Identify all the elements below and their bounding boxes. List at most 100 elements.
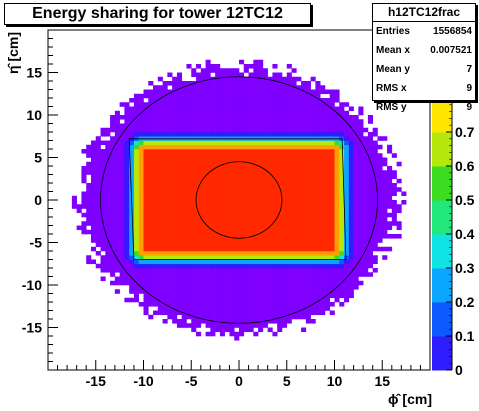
heatmap-cell: [363, 221, 369, 226]
heatmap-cell: [262, 183, 268, 188]
heatmap-cell: [90, 246, 97, 252]
heatmap-cell: [124, 166, 130, 171]
heatmap-cell: [224, 323, 230, 328]
heatmap-cell: [305, 183, 311, 188]
heatmap-cell: [119, 238, 125, 243]
palette-swatch: [432, 336, 452, 371]
heatmap-cell: [224, 68, 230, 73]
heatmap-cell: [100, 204, 106, 209]
heatmap-cell: [176, 212, 182, 218]
heatmap-cell: [143, 178, 149, 184]
heatmap-cell: [229, 255, 235, 260]
heatmap-cell: [95, 204, 101, 209]
heatmap-cell: [215, 310, 221, 316]
heatmap-cell: [167, 234, 173, 239]
heatmap-cell: [181, 217, 187, 222]
heatmap-cell: [310, 225, 316, 231]
heatmap-cell: [133, 161, 140, 167]
heatmap-cell: [258, 208, 264, 214]
heatmap-cell: [239, 327, 245, 333]
heatmap-cell: [176, 225, 182, 231]
heatmap-cell: [119, 149, 125, 154]
heatmap-cell: [281, 153, 288, 158]
heatmap-cell: [186, 263, 192, 269]
heatmap-cell: [329, 310, 335, 316]
heatmap-cell: [100, 259, 106, 265]
heatmap-cell: [239, 272, 245, 277]
heatmap-cell: [281, 242, 288, 248]
heatmap-cell: [200, 140, 206, 146]
heatmap-cell: [196, 238, 202, 243]
heatmap-cell: [329, 89, 335, 95]
heatmap-cell: [281, 221, 288, 226]
heatmap-cell: [162, 225, 168, 231]
heatmap-cell: [196, 331, 202, 337]
heatmap-cell: [81, 170, 87, 175]
heatmap-cell: [329, 229, 335, 235]
heatmap-cell: [138, 178, 144, 184]
heatmap-cell: [301, 251, 307, 256]
heatmap-cell: [157, 166, 163, 171]
heatmap-cell: [262, 85, 268, 90]
heatmap-cell: [196, 81, 202, 86]
heatmap-cell: [372, 200, 378, 205]
heatmap-cell: [205, 132, 211, 137]
heatmap-cell: [162, 106, 168, 112]
heatmap-cell: [315, 85, 321, 90]
heatmap-cell: [320, 217, 326, 222]
heatmap-cell: [215, 140, 221, 146]
heatmap-cell: [258, 157, 264, 163]
heatmap-cell: [320, 140, 326, 146]
heatmap-cell: [138, 166, 144, 171]
heatmap-cell: [181, 319, 187, 324]
heatmap-cell: [162, 251, 168, 256]
heatmap-cell: [181, 242, 187, 248]
heatmap-cell: [243, 127, 249, 133]
heatmap-cell: [272, 212, 278, 218]
heatmap-cell: [224, 119, 230, 124]
heatmap-cell: [229, 234, 235, 239]
heatmap-cell: [186, 127, 192, 133]
heatmap-cell: [191, 115, 197, 120]
heatmap-cell: [315, 225, 321, 231]
heatmap-cell: [224, 263, 230, 269]
heatmap-cell: [162, 187, 168, 192]
heatmap-cell: [181, 153, 187, 158]
heatmap-cell: [153, 208, 159, 214]
heatmap-cell: [296, 127, 302, 133]
heatmap-cell: [272, 251, 278, 256]
heatmap-cell: [377, 174, 383, 180]
heatmap-cell: [191, 289, 197, 294]
heatmap-cell: [191, 255, 197, 260]
heatmap-cell: [324, 127, 331, 133]
heatmap-cell: [239, 115, 245, 120]
heatmap-cell: [296, 161, 302, 167]
heatmap-cell: [124, 229, 130, 235]
heatmap-cell: [219, 212, 225, 218]
heatmap-cell: [162, 204, 168, 209]
heatmap-cell: [344, 272, 350, 277]
heatmap-cell: [363, 255, 369, 260]
heatmap-cell: [391, 217, 397, 222]
heatmap-cell: [129, 255, 135, 260]
heatmap-cell: [258, 306, 264, 311]
heatmap-cell: [258, 238, 264, 243]
heatmap-cell: [305, 208, 311, 214]
heatmap-cell: [196, 191, 202, 197]
heatmap-cell: [215, 119, 221, 124]
heatmap-cell: [162, 259, 168, 265]
heatmap-cell: [248, 272, 254, 277]
heatmap-cell: [344, 263, 350, 269]
heatmap-cell: [358, 217, 364, 222]
heatmap-cell: [243, 221, 249, 226]
heatmap-cell: [181, 306, 187, 311]
heatmap-cell: [191, 319, 197, 324]
heatmap-cell: [348, 276, 354, 282]
heatmap-cell: [90, 161, 97, 167]
heatmap-cell: [186, 144, 192, 150]
heatmap-cell: [205, 115, 211, 120]
heatmap-cell: [305, 212, 311, 218]
heatmap-cell: [324, 174, 331, 180]
heatmap-cell: [191, 183, 197, 188]
heatmap-cell: [153, 234, 159, 239]
